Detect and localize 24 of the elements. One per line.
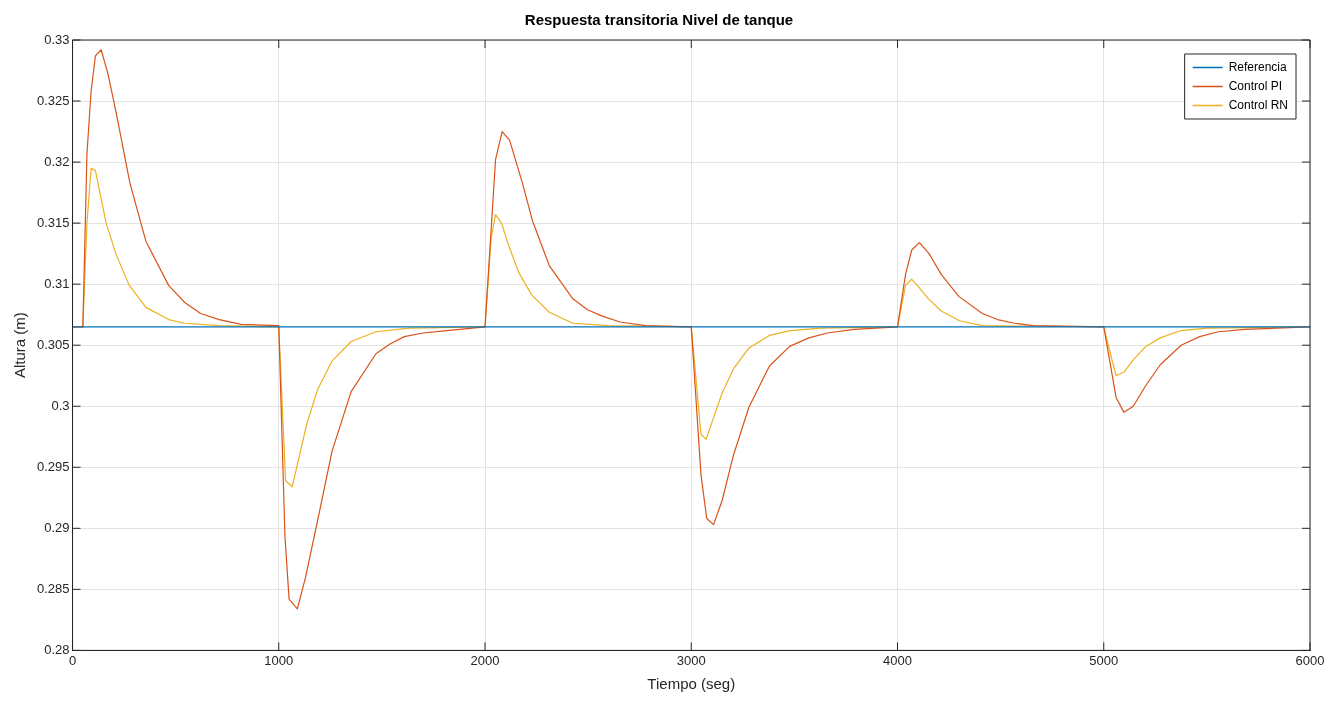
x-tick-label: 2000: [470, 652, 500, 668]
x-tick-label: 6000: [1295, 652, 1325, 668]
x-tick-label: 5000: [1089, 652, 1119, 668]
x-tick-label: 0: [68, 652, 77, 668]
y-axis-title: Altura (m): [11, 312, 29, 379]
y-tick-label: 0.325: [36, 92, 70, 108]
y-tick-label: 0.32: [44, 153, 70, 169]
y-tick-label: 0.29: [44, 519, 70, 535]
y-tick-label: 0.305: [36, 336, 70, 352]
y-tick-label: 0.28: [44, 641, 70, 657]
legend-label: Control RN: [1228, 97, 1289, 112]
y-tick-label: 0.3: [51, 397, 70, 413]
legend-label: Referencia: [1228, 59, 1288, 74]
chart-title: Respuesta transitoria Nivel de tanque: [524, 11, 794, 29]
y-tick-label: 0.31: [44, 275, 70, 291]
x-axis-title: Tiempo (seg): [647, 675, 736, 693]
y-tick-label: 0.295: [36, 458, 70, 474]
y-tick-label: 0.315: [36, 214, 70, 230]
x-tick-label: 3000: [676, 652, 706, 668]
legend-label: Control PI: [1228, 78, 1283, 93]
x-tick-label: 4000: [883, 652, 912, 668]
y-tick-label: 0.285: [36, 580, 70, 596]
x-tick-label: 1000: [264, 652, 294, 668]
y-tick-label: 0.33: [44, 31, 70, 47]
